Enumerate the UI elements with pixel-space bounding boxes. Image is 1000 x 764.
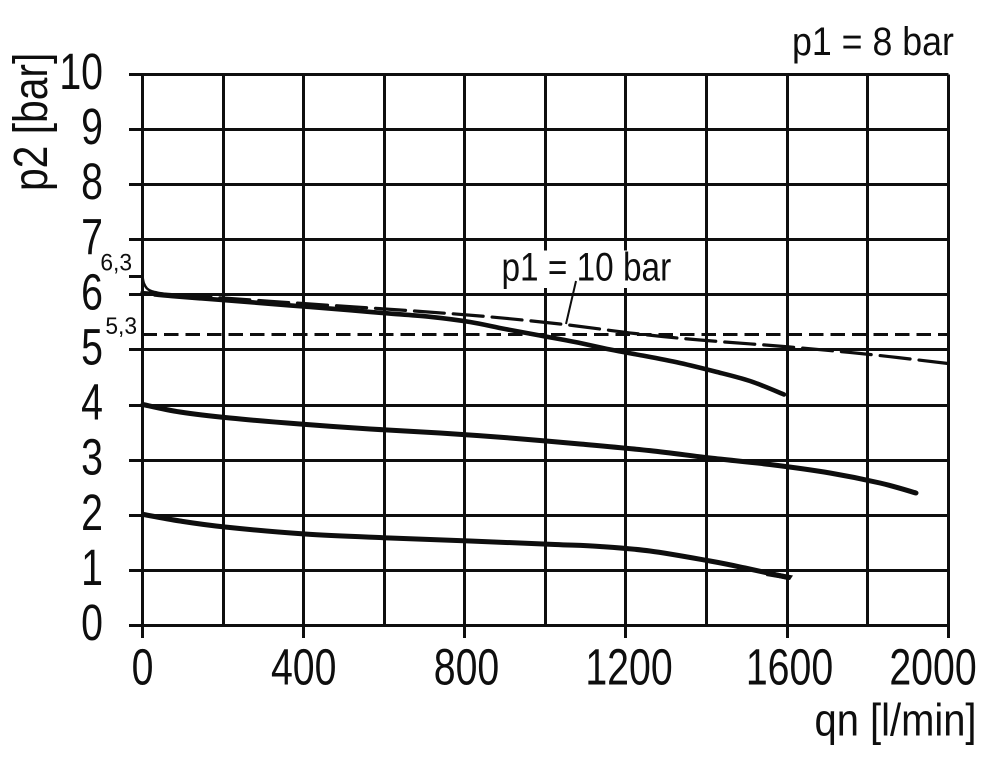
svg-text:p1 = 10 bar: p1 = 10 bar (502, 245, 672, 289)
svg-text:400: 400 (271, 639, 337, 696)
svg-text:4: 4 (81, 374, 103, 431)
svg-text:6,3: 6,3 (100, 249, 132, 276)
svg-text:p1 = 8 bar: p1 = 8 bar (792, 19, 954, 63)
svg-text:p2 [bar]: p2 [bar] (5, 53, 58, 191)
svg-text:800: 800 (434, 639, 500, 696)
svg-text:5: 5 (81, 319, 103, 376)
svg-text:3: 3 (81, 429, 103, 486)
svg-text:7: 7 (81, 208, 103, 265)
svg-text:qn [l/min]: qn [l/min] (815, 695, 977, 746)
svg-text:8: 8 (81, 153, 103, 210)
svg-text:1200: 1200 (585, 639, 672, 696)
svg-text:10: 10 (59, 43, 103, 100)
svg-text:5,3: 5,3 (105, 313, 137, 340)
svg-text:2000: 2000 (889, 639, 976, 696)
svg-text:2: 2 (81, 484, 103, 541)
svg-text:0: 0 (132, 639, 154, 696)
svg-text:1: 1 (81, 539, 103, 596)
svg-text:1600: 1600 (746, 639, 833, 696)
svg-text:6: 6 (81, 263, 103, 320)
svg-text:9: 9 (81, 98, 103, 155)
svg-text:0: 0 (81, 594, 103, 651)
